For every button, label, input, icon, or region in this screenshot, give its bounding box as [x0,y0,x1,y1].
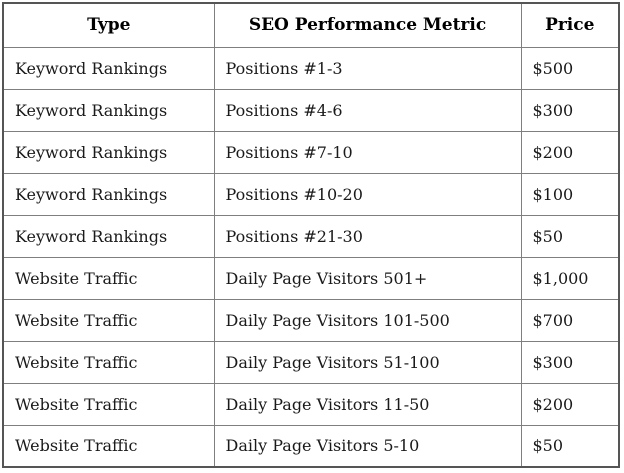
metric-cell: Positions #7-10 [213,130,522,174]
metric-cell: Daily Page Visitors 101-500 [213,298,522,342]
seo-pricing-table: Type SEO Performance Metric Price Keywor… [2,2,620,468]
table-row: Keyword Rankings Positions #7-10 $200 [2,130,620,174]
price-cell: $500 [520,46,620,90]
type-cell: Keyword Rankings [2,46,215,90]
table-row: Website Traffic Daily Page Visitors 101-… [2,298,620,342]
table-row: Keyword Rankings Positions #4-6 $300 [2,88,620,132]
price-cell: $50 [520,214,620,258]
type-cell: Website Traffic [2,340,215,384]
price-cell: $100 [520,172,620,216]
column-header-price: Price [520,2,620,48]
column-header-type: Type [2,2,215,48]
table-row: Website Traffic Daily Page Visitors 51-1… [2,340,620,384]
price-cell: $50 [520,424,620,468]
metric-cell: Positions #21-30 [213,214,522,258]
metric-cell: Daily Page Visitors 5-10 [213,424,522,468]
type-cell: Website Traffic [2,382,215,426]
price-cell: $300 [520,88,620,132]
table-row: Keyword Rankings Positions #10-20 $100 [2,172,620,216]
metric-cell: Daily Page Visitors 51-100 [213,340,522,384]
table-row: Website Traffic Daily Page Visitors 501+… [2,256,620,300]
type-cell: Website Traffic [2,424,215,468]
type-cell: Website Traffic [2,256,215,300]
type-cell: Keyword Rankings [2,172,215,216]
price-cell: $700 [520,298,620,342]
table-row: Keyword Rankings Positions #1-3 $500 [2,46,620,90]
table-row: Website Traffic Daily Page Visitors 5-10… [2,424,620,468]
type-cell: Keyword Rankings [2,88,215,132]
metric-cell: Positions #10-20 [213,172,522,216]
type-cell: Website Traffic [2,298,215,342]
price-cell: $200 [520,382,620,426]
header-row: Type SEO Performance Metric Price [2,2,620,48]
metric-cell: Positions #4-6 [213,88,522,132]
type-cell: Keyword Rankings [2,130,215,174]
type-cell: Keyword Rankings [2,214,215,258]
metric-cell: Daily Page Visitors 11-50 [213,382,522,426]
table-row: Website Traffic Daily Page Visitors 11-5… [2,382,620,426]
price-cell: $1,000 [520,256,620,300]
table-row: Keyword Rankings Positions #21-30 $50 [2,214,620,258]
price-cell: $300 [520,340,620,384]
metric-cell: Daily Page Visitors 501+ [213,256,522,300]
price-cell: $200 [520,130,620,174]
metric-cell: Positions #1-3 [213,46,522,90]
column-header-metric: SEO Performance Metric [213,2,522,48]
